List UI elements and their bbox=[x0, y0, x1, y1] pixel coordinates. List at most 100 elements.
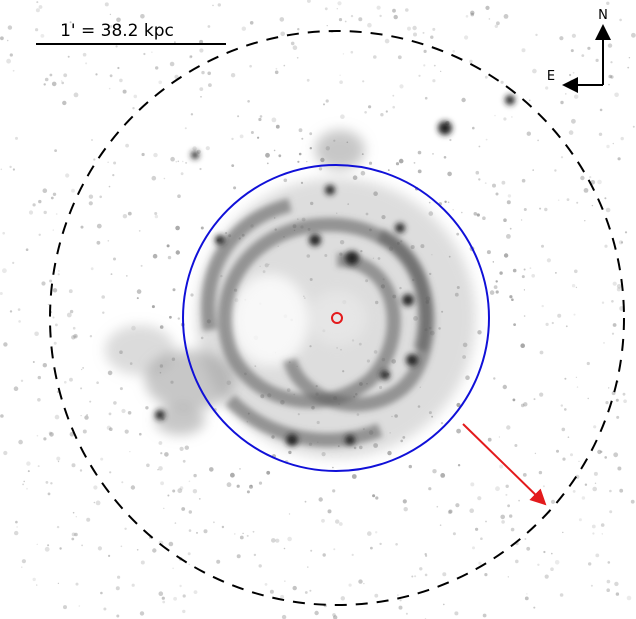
noise-speck bbox=[490, 290, 495, 295]
noise-speck bbox=[125, 430, 129, 434]
noise-speck bbox=[425, 97, 428, 100]
noise-speck bbox=[614, 93, 619, 98]
noise-speck bbox=[167, 244, 170, 247]
noise-speck bbox=[333, 548, 335, 550]
noise-speck bbox=[123, 214, 127, 218]
noise-speck bbox=[509, 514, 512, 517]
noise-speck bbox=[616, 399, 619, 402]
noise-speck bbox=[48, 493, 51, 496]
noise-speck bbox=[168, 256, 171, 259]
noise-speck bbox=[111, 273, 113, 275]
noise-speck bbox=[619, 240, 623, 244]
noise-speck bbox=[423, 32, 425, 34]
noise-speck bbox=[193, 489, 197, 493]
noise-speck bbox=[240, 135, 244, 139]
noise-speck bbox=[181, 507, 185, 511]
noise-speck bbox=[275, 539, 279, 543]
noise-speck bbox=[340, 114, 345, 119]
noise-speck bbox=[181, 172, 184, 175]
noise-speck bbox=[116, 615, 119, 618]
noise-speck bbox=[119, 79, 123, 83]
noise-speck bbox=[567, 198, 570, 201]
noise-speck bbox=[253, 531, 255, 533]
noise-speck bbox=[199, 87, 203, 91]
noise-speck bbox=[44, 211, 47, 214]
noise-speck bbox=[81, 415, 82, 416]
noise-speck bbox=[43, 363, 47, 367]
noise-speck bbox=[69, 378, 73, 382]
noise-speck bbox=[505, 494, 507, 496]
noise-speck bbox=[185, 446, 189, 450]
noise-speck bbox=[495, 25, 498, 28]
noise-speck bbox=[307, 566, 308, 567]
noise-speck bbox=[449, 510, 453, 514]
noise-speck bbox=[560, 593, 564, 597]
noise-speck bbox=[169, 316, 172, 319]
noise-speck bbox=[267, 163, 269, 165]
noise-speck bbox=[584, 220, 585, 221]
noise-speck bbox=[616, 592, 619, 595]
noise-speck bbox=[591, 585, 593, 587]
noise-speck bbox=[43, 188, 48, 193]
noise-speck bbox=[511, 116, 512, 117]
noise-speck bbox=[63, 605, 67, 609]
noise-speck bbox=[29, 210, 33, 214]
noise-speck bbox=[527, 132, 531, 136]
noise-speck bbox=[562, 428, 566, 432]
noise-speck bbox=[280, 595, 284, 599]
noise-speck bbox=[117, 67, 119, 69]
noise-speck bbox=[36, 8, 40, 12]
noise-speck bbox=[58, 273, 60, 275]
noise-speck bbox=[82, 367, 84, 369]
noise-speck bbox=[499, 465, 503, 469]
noise-speck bbox=[39, 5, 43, 9]
noise-speck bbox=[529, 100, 531, 102]
noise-speck bbox=[233, 186, 236, 189]
noise-speck bbox=[28, 470, 30, 472]
noise-speck bbox=[405, 8, 409, 12]
noise-speck bbox=[190, 293, 193, 296]
noise-speck bbox=[297, 28, 299, 30]
noise-speck bbox=[561, 156, 563, 158]
noise-speck bbox=[293, 586, 297, 590]
noise-speck bbox=[545, 575, 549, 579]
noise-speck bbox=[152, 548, 156, 552]
noise-speck bbox=[513, 399, 516, 402]
noise-speck bbox=[588, 398, 589, 399]
noise-speck bbox=[53, 193, 56, 196]
noise-speck bbox=[121, 481, 123, 483]
noise-speck bbox=[100, 458, 103, 461]
noise-speck bbox=[15, 137, 18, 140]
noise-speck bbox=[207, 72, 211, 76]
noise-speck bbox=[110, 14, 111, 15]
noise-speck bbox=[476, 171, 480, 175]
noise-speck bbox=[619, 19, 622, 22]
noise-speck bbox=[176, 161, 178, 163]
noise-speck bbox=[607, 580, 611, 584]
noise-speck bbox=[556, 450, 559, 453]
noise-speck bbox=[472, 546, 475, 549]
noise-speck bbox=[289, 513, 290, 514]
noise-speck bbox=[379, 543, 381, 545]
north-label: N bbox=[598, 8, 608, 23]
noise-speck bbox=[631, 500, 635, 504]
noise-speck bbox=[164, 178, 166, 180]
noise-speck bbox=[155, 66, 158, 69]
noise-speck bbox=[440, 71, 441, 72]
noise-speck bbox=[608, 43, 612, 47]
noise-speck bbox=[582, 496, 585, 499]
noise-speck bbox=[108, 555, 110, 557]
noise-speck bbox=[276, 68, 278, 70]
noise-speck bbox=[191, 113, 193, 115]
noise-speck bbox=[260, 115, 263, 118]
noise-speck bbox=[544, 208, 547, 211]
noise-speck bbox=[22, 559, 26, 563]
noise-speck bbox=[140, 14, 145, 19]
noise-speck bbox=[151, 52, 152, 53]
noise-speck bbox=[589, 176, 591, 178]
noise-speck bbox=[231, 164, 234, 167]
noise-speck bbox=[103, 608, 106, 611]
noise-speck bbox=[212, 5, 214, 7]
noise-speck bbox=[38, 465, 40, 467]
noise-speck bbox=[606, 208, 611, 213]
